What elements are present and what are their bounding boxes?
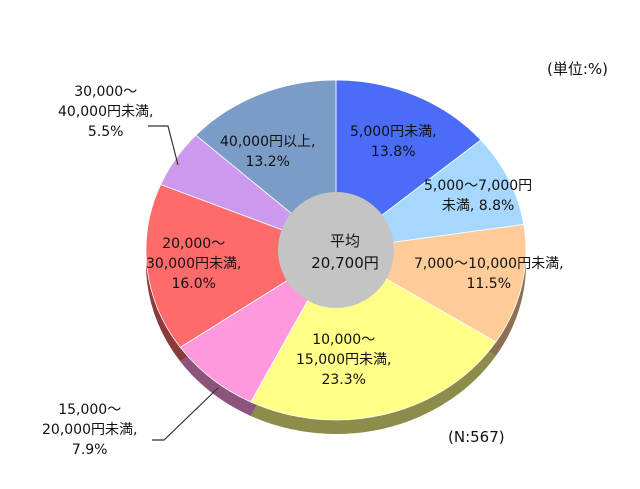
slice-label-7000-10000: 7,000〜10,000円未満, 11.5%: [414, 254, 564, 294]
pie-slice-5: [145, 183, 337, 348]
leader-line-15000-20000: [152, 387, 219, 441]
slice-label-line: 30,000円未満,: [146, 256, 242, 272]
slice-label-line: 13.2%: [245, 154, 290, 170]
slice-label-line: 5,000〜7,000円: [424, 178, 533, 194]
slice-label-line: 20,000〜: [162, 236, 226, 252]
slice-label-line: 7,000〜10,000円未満,: [414, 256, 564, 272]
pie-slice-3: [250, 249, 497, 421]
slice-label-5000-7000: 5,000〜7,000円 未満, 8.8%: [424, 176, 532, 216]
unit-note: (単位:%): [546, 60, 608, 78]
slice-label-line: 15,000〜: [58, 402, 122, 418]
slice-label-line: 11.5%: [466, 276, 511, 292]
slice-label-20000-30000: 20,000〜 30,000円未満, 16.0%: [146, 234, 241, 294]
leader-line-30000-40000: [148, 125, 179, 166]
center-label-line-1: 平均: [329, 232, 360, 250]
slice-label-line: 5.5%: [87, 124, 124, 140]
slice-label-under-5000: 5,000円未満, 13.8%: [350, 122, 437, 162]
slice-label-line: 13.8%: [371, 144, 416, 160]
center-label-line-2: 20,700円: [311, 254, 379, 272]
slice-label-line: 10,000〜: [312, 332, 376, 348]
slice-label-line: 40,000円以上,: [220, 134, 316, 150]
slice-label-line: 30,000〜: [74, 84, 138, 100]
slice-label-line: 未満, 8.8%: [441, 198, 515, 214]
slice-label-line: 16.0%: [171, 276, 216, 292]
center-circle: [278, 192, 394, 308]
slice-label-line: 40,000円未満,: [58, 104, 154, 120]
slice-label-40000-plus: 40,000円以上, 13.2%: [220, 132, 315, 172]
slice-label-15000-20000: 15,000〜 20,000円未満, 7.9%: [42, 400, 137, 460]
slice-label-line: 20,000円未満,: [42, 422, 138, 438]
slice-label-30000-40000: 30,000〜 40,000円未満, 5.5%: [58, 82, 153, 142]
slice-label-line: 23.3%: [321, 372, 366, 388]
center-label: 平均 20,700円: [290, 230, 400, 274]
slice-label-line: 5,000円未満,: [350, 124, 437, 140]
sample-size-note: (N:567): [448, 428, 505, 446]
leader-lines: [148, 125, 219, 441]
slice-label-10000-15000: 10,000〜 15,000円未満, 23.3%: [296, 330, 391, 390]
slice-label-line: 7.9%: [71, 442, 108, 458]
slice-label-line: 15,000円未満,: [296, 352, 392, 368]
